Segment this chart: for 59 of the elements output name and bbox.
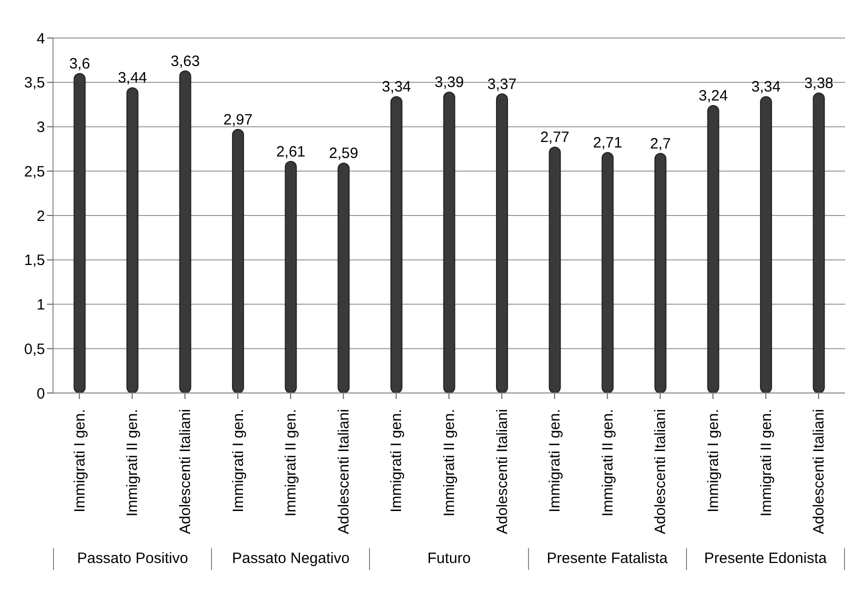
data-label: 2,97 [223,111,253,128]
x-tick-label: Immigrati II gen. [282,409,300,517]
data-label: 3,37 [487,76,517,93]
text: Presente Edonista [686,548,846,570]
data-label: 2,71 [593,134,622,152]
y-tick-label: 0,5 [24,340,45,358]
bar [74,73,86,393]
bar [654,152,666,393]
data-label: 3,24 [698,87,728,104]
data-label: 3,38 [804,75,834,92]
data-label: 3,63 [170,52,200,70]
bar [126,87,138,393]
bar [338,162,350,393]
x-tick-label: Adolescenti Italiani [652,409,670,534]
x-tick-label: Adolescenti Italiani [810,409,828,534]
bar [707,104,720,393]
y-tick-label: 4 [36,30,45,48]
data-label: 2,59 [329,145,358,162]
y-tick-label: 3,5 [24,74,45,92]
bar [390,96,402,393]
data-label: 2,61 [276,143,306,160]
bar [284,160,297,393]
x-tick-label: Immigrati I gen. [546,409,564,512]
y-tick-label: 1 [36,296,45,314]
data-label: 3,34 [751,78,781,96]
y-tick-label: 0 [36,385,45,402]
x-tick-label: Immigrati I gen. [388,409,406,512]
x-tick-label: Immigrati I gen. [705,409,722,512]
data-label: 2,7 [650,135,671,152]
data-label: 3,6 [69,56,90,72]
x-tick-label: Immigrati II gen. [124,409,142,517]
data-label: 3,34 [382,78,412,96]
y-tick-label: 2 [36,208,45,225]
x-tick-label: Immigrati I gen. [230,409,247,512]
bar [496,93,508,393]
x-tick-label: Adolescenti Italiani [335,409,352,534]
x-tick-label: Adolescenti Italiani [494,409,511,534]
bar [602,152,614,393]
data-label: 3,44 [118,70,148,87]
data-label: 3,39 [434,74,464,92]
y-tick-label: 1,5 [24,252,45,270]
bar [443,92,456,393]
x-tick-label: Immigrati I gen. [71,409,88,512]
text: Passato Positivo [53,548,212,570]
bar [548,146,561,393]
text: Passato Negativo [212,548,370,570]
text: Futuro [370,548,529,570]
x-tick-label: Adolescenti Italiani [177,409,194,534]
bar [232,128,244,393]
y-tick-label: 3 [36,119,45,136]
bar [179,70,192,393]
x-tick-label: Immigrati II gen. [758,409,775,517]
x-tick-label: Immigrati II gen. [441,409,458,517]
y-tick-label: 2,5 [24,163,45,180]
text: Presente Fatalista [528,548,687,570]
bar [812,92,825,393]
data-label: 2,77 [540,129,570,146]
bar [760,96,772,393]
x-tick-label: Immigrati II gen. [599,409,616,517]
